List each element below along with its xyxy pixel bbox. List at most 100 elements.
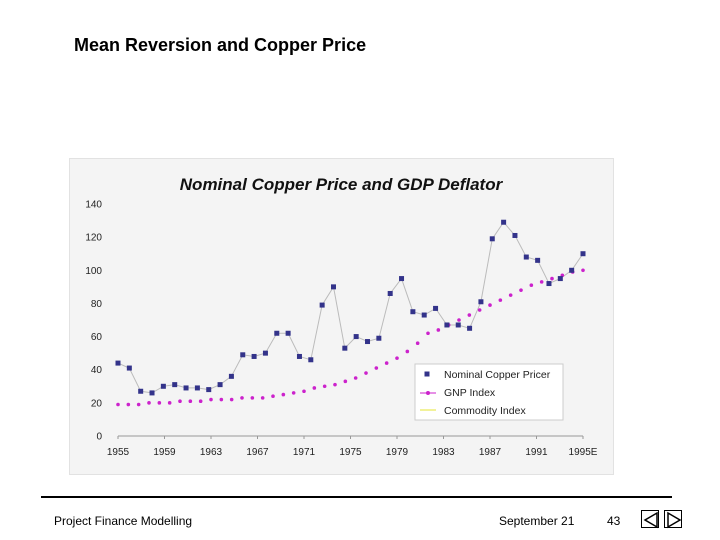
copper-point [580,251,586,257]
gnp-point [581,268,585,273]
gnp-point [260,396,265,400]
x-tick-label: 1959 [153,447,176,458]
copper-point [523,254,529,260]
next-slide-button[interactable] [664,510,682,529]
gnp-point [374,366,379,370]
copper-point [399,276,405,282]
copper-point [421,312,427,318]
gnp-point [240,396,244,400]
copper-series [115,219,586,396]
x-axis-ticks: 1955 1959 1963 1967 1971 1975 1979 1983 1987 1991… [107,436,598,458]
gnp-point [457,318,461,322]
x-tick-label: 1995E [569,447,598,458]
gnp-point [519,288,523,292]
triangle-right-icon [667,511,682,529]
gnp-point [550,276,554,281]
gnp-point [405,349,410,354]
gnp-point [539,280,544,284]
legend-commodity-label: Commodity Index [444,405,526,417]
legend-gnp-label: GNP Index [444,387,496,399]
x-tick-label: 1987 [479,447,502,458]
x-tick-label: 1967 [246,447,269,458]
copper-point [274,330,280,336]
y-tick-label: 100 [85,266,102,277]
gnp-point [312,386,317,390]
gnp-point [498,298,503,302]
gnp-point [333,382,337,387]
y-tick-label: 20 [91,398,103,409]
gnp-point [281,392,286,397]
copper-point [353,334,359,340]
gnp-point [508,293,513,297]
copper-point [251,353,257,359]
gnp-point [126,402,131,407]
copper-point [183,385,189,391]
y-tick-label: 140 [85,200,102,211]
gnp-point [136,402,141,407]
copper-point [569,267,575,273]
copper-point [262,350,268,356]
copper-point [478,299,484,305]
copper-point [149,390,155,396]
copper-point [308,357,314,363]
x-tick-label: 1971 [293,447,316,458]
x-tick-label: 1991 [525,447,548,458]
gnp-point [209,397,213,402]
chart-panel: Nominal Copper Price and GDP Deflator 0 2… [69,158,614,475]
chart-svg: Nominal Copper Price and GDP Deflator 0 2… [85,175,598,458]
x-tick-label: 1983 [432,447,455,458]
copper-point [455,322,461,328]
copper-point [115,360,121,366]
gnp-point [147,401,151,405]
gnp-point [198,399,203,403]
gnp-point [477,308,482,312]
gnp-point [229,397,234,402]
y-tick-label: 80 [91,299,103,310]
x-tick-label: 1955 [107,447,130,458]
copper-point [194,385,200,391]
gnp-point [529,283,534,287]
copper-point [501,219,507,225]
gnp-point [415,341,420,345]
gnp-point [291,391,296,395]
gnp-point [436,328,441,332]
footer-date: September 21 [499,514,575,528]
x-tick-label: 1979 [386,447,409,458]
copper-point [489,236,495,242]
gnp-point [322,384,327,389]
gnp-point [250,396,255,400]
copper-point [330,284,336,290]
copper-point [376,335,382,341]
gnp-point [488,303,492,307]
footer-divider [41,496,672,498]
gnp-point [467,313,472,317]
legend-copper-marker [424,371,430,377]
copper-point [138,388,144,394]
y-tick-label: 0 [96,432,102,443]
previous-slide-button[interactable] [641,510,659,529]
gnp-point [384,361,389,365]
copper-point [296,353,302,359]
gnp-point [271,394,275,399]
x-tick-label: 1975 [339,447,362,458]
footer-course-name: Project Finance Modelling [54,514,193,528]
y-tick-label: 120 [85,233,102,244]
copper-point [444,322,450,328]
gnp-point [343,379,348,384]
copper-point [228,373,234,379]
copper-point [433,305,439,311]
chart-title: Nominal Copper Price and GDP Deflator [180,175,504,194]
copper-point [387,290,393,296]
copper-point [319,302,325,308]
copper-point [285,330,291,336]
y-axis-ticks: 0 20 40 60 80 100 120 140 [85,200,102,443]
copper-point [512,232,518,238]
gnp-point [302,389,306,394]
legend: Nominal Copper Pricer GNP Index Commodit… [414,363,564,421]
copper-point [240,352,246,358]
gnp-point [167,401,172,405]
gnp-point [178,399,182,403]
legend-gnp-marker [426,391,430,395]
x-tick-label: 1963 [200,447,223,458]
gnp-point [116,402,120,407]
